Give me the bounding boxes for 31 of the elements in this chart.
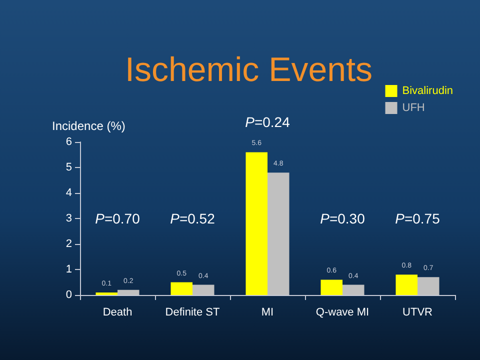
chart-title: Ischemic Events: [125, 51, 373, 89]
bar: [418, 277, 440, 295]
bar: [118, 290, 140, 295]
annotation: P=0.30: [320, 210, 366, 226]
bar: [170, 282, 192, 295]
y-tick-label: 0: [66, 289, 72, 301]
bar: [396, 274, 418, 295]
legend-label: UFH: [402, 102, 425, 114]
y-tick-label: 1: [66, 264, 72, 276]
bar: [96, 292, 118, 295]
y-tick-label: 3: [66, 212, 72, 224]
bar: [192, 284, 214, 295]
bar: [268, 172, 290, 295]
x-tick-label: UTVR: [402, 306, 433, 318]
x-tick-label: Death: [102, 306, 132, 318]
bar: [320, 280, 342, 295]
annotation: P=0.70: [95, 210, 140, 226]
y-tick-label: 4: [66, 187, 72, 199]
legend-label: Bivalirudin: [402, 85, 454, 97]
y-tick-label: 2: [66, 238, 72, 250]
y-tick-label: 5: [66, 162, 72, 174]
x-tick-label: MI: [261, 306, 274, 318]
x-tick-label: Definite ST: [165, 306, 220, 318]
y-axis-title: Incidence (%): [52, 119, 126, 133]
x-tick-label: Q-wave MI: [316, 306, 370, 318]
text: P=0.24: [245, 114, 290, 130]
bar: [246, 152, 268, 295]
annotation: P=0.52: [170, 210, 216, 226]
bar: [342, 284, 364, 295]
y-tick-label: 6: [66, 136, 72, 148]
annotation: P=0.75: [395, 210, 440, 226]
